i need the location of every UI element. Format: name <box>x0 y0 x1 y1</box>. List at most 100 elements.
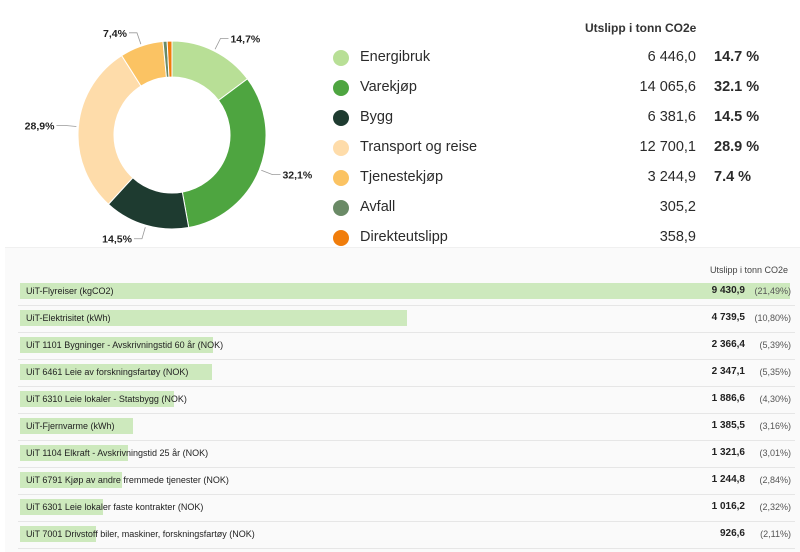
legend-item[interactable]: Energibruk 6 446,0 14.7 % <box>330 45 770 75</box>
bar-value: 1 016,2 <box>711 501 745 512</box>
bar <box>20 499 103 515</box>
legend-value: 6 446,0 <box>647 49 696 65</box>
slice-leader-line-3 <box>133 227 146 240</box>
legend-swatch <box>333 50 349 66</box>
legend-item[interactable]: Varekjøp 14 065,6 32.1 % <box>330 75 770 105</box>
legend-value-header: Utslipp i tonn CO2e <box>585 21 697 35</box>
legend-swatch <box>333 230 349 246</box>
bar <box>20 526 96 542</box>
bar <box>20 337 214 353</box>
bar <box>20 418 134 434</box>
slice-label-4: 28,9% <box>25 120 55 132</box>
bar-label: UiT 6301 Leie lokaler faste kontrakter (… <box>26 502 204 512</box>
bar-percent: (4,30%) <box>759 394 791 404</box>
slice-leader-line-4 <box>56 124 77 127</box>
bar-row[interactable]: UiT 1101 Bygninger - Avskrivningstid 60 … <box>18 332 795 360</box>
bar-row[interactable]: UiT 6461 Leie av forskningsfartøy (NOK) 2… <box>18 359 795 387</box>
bar-chart-panel: Utslipp i tonn CO2e UiT-Flyreiser (kgCO2… <box>5 247 800 552</box>
legend-swatch <box>333 200 349 216</box>
bar-value: 1 244,8 <box>711 474 745 485</box>
legend-swatch <box>333 80 349 96</box>
bar-value: 9 430,9 <box>711 285 745 296</box>
slice-leader-line-1 <box>214 38 229 50</box>
donut-chart: 14,7% 32,1% 14,5% 28,9% 7,4% <box>25 28 313 246</box>
bar-label: UiT-Elektrisitet (kWh) <box>26 313 111 323</box>
bar-label: UiT-Fjernvarme (kWh) <box>26 421 115 431</box>
legend-value: 305,2 <box>659 199 696 215</box>
bar-row[interactable]: UiT 6310 Leie lokaler - Statsbygg (NOK) 1… <box>18 386 795 414</box>
legend-label: Transport og reise <box>360 139 478 155</box>
legend-label: Bygg <box>360 109 394 125</box>
bar-row[interactable]: UiT 7001 Drivstoff biler, maskiner, fors… <box>18 521 795 549</box>
bar-label: UiT 6310 Leie lokaler - Statsbygg (NOK) <box>26 394 187 404</box>
legend-swatch <box>333 170 349 186</box>
bar-value: 1 886,6 <box>711 393 745 404</box>
bar <box>20 472 122 488</box>
legend-value: 12 700,1 <box>639 139 696 155</box>
legend-label: Avfall <box>360 199 396 215</box>
bar <box>20 283 790 299</box>
bar-row[interactable]: UiT 6791 Kjøp av andre fremmede tjeneste… <box>18 467 795 495</box>
legend-percent: 28.9 % <box>714 139 760 155</box>
bar-value: 2 347,1 <box>711 366 745 377</box>
bar-label: UiT 6791 Kjøp av andre fremmede tjeneste… <box>26 475 229 485</box>
legend-value: 6 381,6 <box>647 109 696 125</box>
legend-value: 3 244,9 <box>647 169 696 185</box>
bar-row[interactable]: UiT 1104 Elkraft - Avskrivningstid 25 år… <box>18 440 795 468</box>
legend-value: 358,9 <box>659 229 696 245</box>
bar <box>20 364 212 380</box>
bar-label: UiT-Flyreiser (kgCO2) <box>26 286 114 296</box>
bar-label: UiT 7001 Drivstoff biler, maskiner, fors… <box>26 529 255 539</box>
bar-percent: (3,01%) <box>759 448 791 458</box>
slice-label-3: 14,5% <box>102 234 132 246</box>
bar-percent: (5,39%) <box>759 340 791 350</box>
legend-label: Direkteutslipp <box>360 229 448 245</box>
bar <box>20 391 175 407</box>
legend-item[interactable]: Bygg 6 381,6 14.5 % <box>330 105 770 135</box>
donut-slice-7[interactable] <box>166 40 173 78</box>
bar-label: UiT 6461 Leie av forskningsfartøy (NOK) <box>26 367 189 377</box>
legend-swatch <box>333 110 349 126</box>
bar-value: 2 366,4 <box>711 339 745 350</box>
slice-label-5: 7,4% <box>103 28 128 40</box>
bar-row[interactable]: UiT-Fjernvarme (kWh) 1 385,5 (3,16%) <box>18 413 795 441</box>
bar-percent: (10,80%) <box>754 313 791 323</box>
bar-row[interactable]: UiT-Elektrisitet (kWh) 4 739,5 (10,80%) <box>18 305 795 333</box>
legend-value: 14 065,6 <box>639 79 696 95</box>
bar-value: 1 321,6 <box>711 447 745 458</box>
legend-label: Varekjøp <box>360 79 417 95</box>
legend-swatch <box>333 140 349 156</box>
legend-item[interactable]: Transport og reise 12 700,1 28.9 % <box>330 135 770 165</box>
bar-label: UiT 1101 Bygninger - Avskrivningstid 60 … <box>26 340 224 350</box>
legend-percent: 14.5 % <box>714 109 760 125</box>
bar-percent: (2,84%) <box>759 475 791 485</box>
donut-slice-4[interactable] <box>77 54 142 205</box>
slice-label-1: 14,7% <box>230 33 260 45</box>
donut-legend: Energibruk 6 446,0 14.7 % Varekjøp 14 065,6 3… <box>330 45 770 255</box>
bar-percent: (3,16%) <box>759 421 791 431</box>
slice-leader-line-2 <box>261 169 281 176</box>
bar-label: UiT 1104 Elkraft - Avskrivningstid 25 år… <box>26 448 209 458</box>
bar <box>20 445 128 461</box>
bar-value: 926,6 <box>719 528 745 539</box>
bar-percent: (21,49%) <box>754 286 791 296</box>
bar-value: 4 739,5 <box>711 312 745 323</box>
legend-percent: 32.1 % <box>714 79 760 95</box>
legend-percent: 14.7 % <box>714 49 760 65</box>
bar-percent: (5,35%) <box>759 367 791 377</box>
donut-slice-2[interactable] <box>181 78 267 229</box>
legend-label: Energibruk <box>360 49 431 65</box>
legend-percent: 7.4 % <box>714 169 752 185</box>
slice-label-2: 32,1% <box>282 170 312 182</box>
legend-item[interactable]: Avfall 305,2 <box>330 195 770 225</box>
bar-row[interactable]: UiT 6301 Leie lokaler faste kontrakter (… <box>18 494 795 522</box>
bar-percent: (2,32%) <box>759 502 791 512</box>
legend-item[interactable]: Direkteutslipp 358,9 <box>330 225 770 255</box>
bar <box>20 310 407 326</box>
slice-leader-line-5 <box>128 32 142 45</box>
bar-value-header: Utslipp i tonn CO2e <box>709 265 788 275</box>
bar-value: 1 385,5 <box>711 420 745 431</box>
bar-row[interactable]: UiT-Flyreiser (kgCO2) 9 430,9 (21,49%) <box>18 278 795 306</box>
legend-label: Tjenestekjøp <box>360 169 444 185</box>
legend-item[interactable]: Tjenestekjøp 3 244,9 7.4 % <box>330 165 770 195</box>
